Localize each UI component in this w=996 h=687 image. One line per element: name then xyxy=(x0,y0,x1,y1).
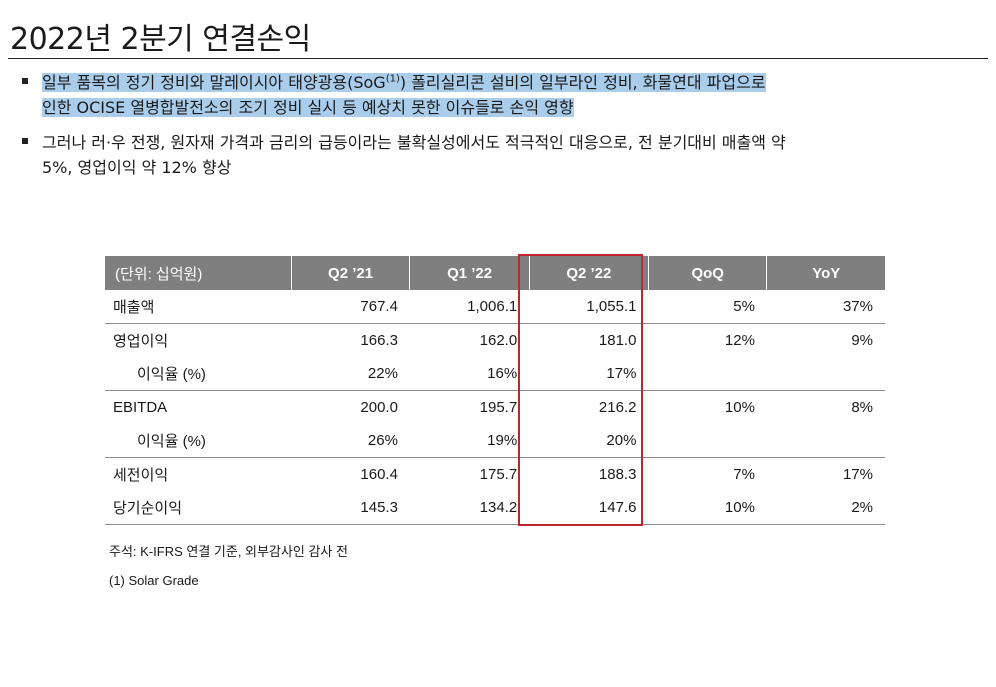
title-divider xyxy=(8,58,988,59)
row-label: 이익율 (%) xyxy=(137,433,206,450)
cell: 10% xyxy=(648,390,767,424)
cell: 175.7 xyxy=(409,457,530,491)
cell: 9% xyxy=(766,323,885,357)
cell: 195.7 xyxy=(409,390,530,424)
table-row: EBITDA 200.0 195.7 216.2 10% 8% xyxy=(105,390,885,424)
table-header-row: (단위: 십억원) Q2 ’21 Q1 ’22 Q2 ’22 QoQ YoY xyxy=(105,256,885,290)
table-row: 당기순이익 145.3 134.2 147.6 10% 2% xyxy=(105,491,885,525)
cell: 162.0 xyxy=(409,323,530,357)
row-label: 세전이익 xyxy=(105,457,292,491)
square-bullet-icon xyxy=(22,138,28,144)
bullet-item-2: 그러나 러·우 전쟁, 원자재 가격과 금리의 급등이라는 불확실성에서도 적극… xyxy=(22,130,972,180)
cell: 37% xyxy=(842,298,873,315)
bullet-1-line-1: 일부 품목의 정기 정비와 말레이시아 태양광용(SoG(1)) 폴리실리콘 설… xyxy=(42,73,766,92)
bullet-2-line-1: 그러나 러·우 전쟁, 원자재 가격과 금리의 급등이라는 불확실성에서도 적극… xyxy=(42,133,786,152)
cell: 767.4 xyxy=(360,298,398,315)
cell: 200.0 xyxy=(291,390,410,424)
table-row: 세전이익 160.4 175.7 188.3 7% 17% xyxy=(105,457,885,491)
cell: 160.4 xyxy=(291,457,410,491)
cell: 1,006.1 xyxy=(467,298,518,315)
cell xyxy=(648,357,767,391)
row-label: EBITDA xyxy=(105,390,292,424)
page-title: 2022년 2분기 연결손익 xyxy=(10,22,311,57)
cell: 19% xyxy=(487,432,518,449)
col-header-qoq: QoQ xyxy=(648,256,768,290)
bullet-1-line-2: 인한 OCISE 열병합발전소의 조기 정비 실시 등 예상치 못한 이슈들로 … xyxy=(42,98,574,117)
cell: 26% xyxy=(367,432,398,449)
cell: 188.3 xyxy=(529,457,649,491)
cell: 5% xyxy=(733,298,755,315)
cell: 17% xyxy=(766,457,885,491)
cell: 2% xyxy=(766,491,885,525)
cell: 134.2 xyxy=(409,491,530,525)
row-label: 당기순이익 xyxy=(105,491,292,525)
cell: 12% xyxy=(648,323,767,357)
row-label: 매출액 xyxy=(113,299,155,316)
cell: 8% xyxy=(766,390,885,424)
row-label: 영업이익 xyxy=(105,323,292,357)
cell: 7% xyxy=(648,457,767,491)
unit-header: (단위: 십억원) xyxy=(105,256,292,290)
cell: 1,055.1 xyxy=(586,298,637,315)
cell: 22% xyxy=(367,365,398,382)
cell xyxy=(767,357,885,391)
table-row: 영업이익 166.3 162.0 181.0 12% 9% xyxy=(105,323,885,357)
col-header-q2-22: Q2 ’22 xyxy=(529,256,649,290)
bullet-item-1: 일부 품목의 정기 정비와 말레이시아 태양광용(SoG(1)) 폴리실리콘 설… xyxy=(22,70,972,120)
cell: 147.6 xyxy=(529,491,649,525)
cell: 20% xyxy=(606,432,637,449)
cell: 166.3 xyxy=(291,323,410,357)
bullet-2-line-2: 5%, 영업이익 약 12% 향상 xyxy=(42,158,232,177)
bullet-1-text-a: 일부 품목의 정기 정비와 말레이시아 태양광용(SoG xyxy=(42,73,386,92)
col-header-q1-22: Q1 ’22 xyxy=(409,256,530,290)
cell xyxy=(648,424,767,458)
row-label: 이익율 (%) xyxy=(137,366,206,383)
table-row: 매출액 767.4 1,006.1 1,055.1 5% 37% xyxy=(105,290,885,324)
cell: 145.3 xyxy=(291,491,410,525)
cell xyxy=(767,424,885,458)
square-bullet-icon xyxy=(22,78,28,84)
footnote-marker: (1) xyxy=(385,73,400,85)
cell: 216.2 xyxy=(529,390,649,424)
income-statement-table: (단위: 십억원) Q2 ’21 Q1 ’22 Q2 ’22 QoQ YoY 매… xyxy=(105,256,885,525)
col-header-yoy: YoY xyxy=(766,256,885,290)
cell: 16% xyxy=(487,365,518,382)
bullet-1-text-b: ) 폴리실리콘 설비의 일부라인 정비, 화물연대 파업으로 xyxy=(399,73,766,92)
footnote: (1) Solar Grade xyxy=(109,573,199,588)
cell: 181.0 xyxy=(529,323,649,357)
table-row: 이익율 (%) 26% 19% 20% xyxy=(105,424,885,458)
source-note: 주석: K-IFRS 연결 기준, 외부감사인 감사 전 xyxy=(109,544,348,559)
bullet-list: 일부 품목의 정기 정비와 말레이시아 태양광용(SoG(1)) 폴리실리콘 설… xyxy=(22,70,972,190)
col-header-q2-21: Q2 ’21 xyxy=(291,256,411,290)
cell: 17% xyxy=(606,365,637,382)
table-row: 이익율 (%) 22% 16% 17% xyxy=(105,357,885,391)
cell: 10% xyxy=(648,491,767,525)
